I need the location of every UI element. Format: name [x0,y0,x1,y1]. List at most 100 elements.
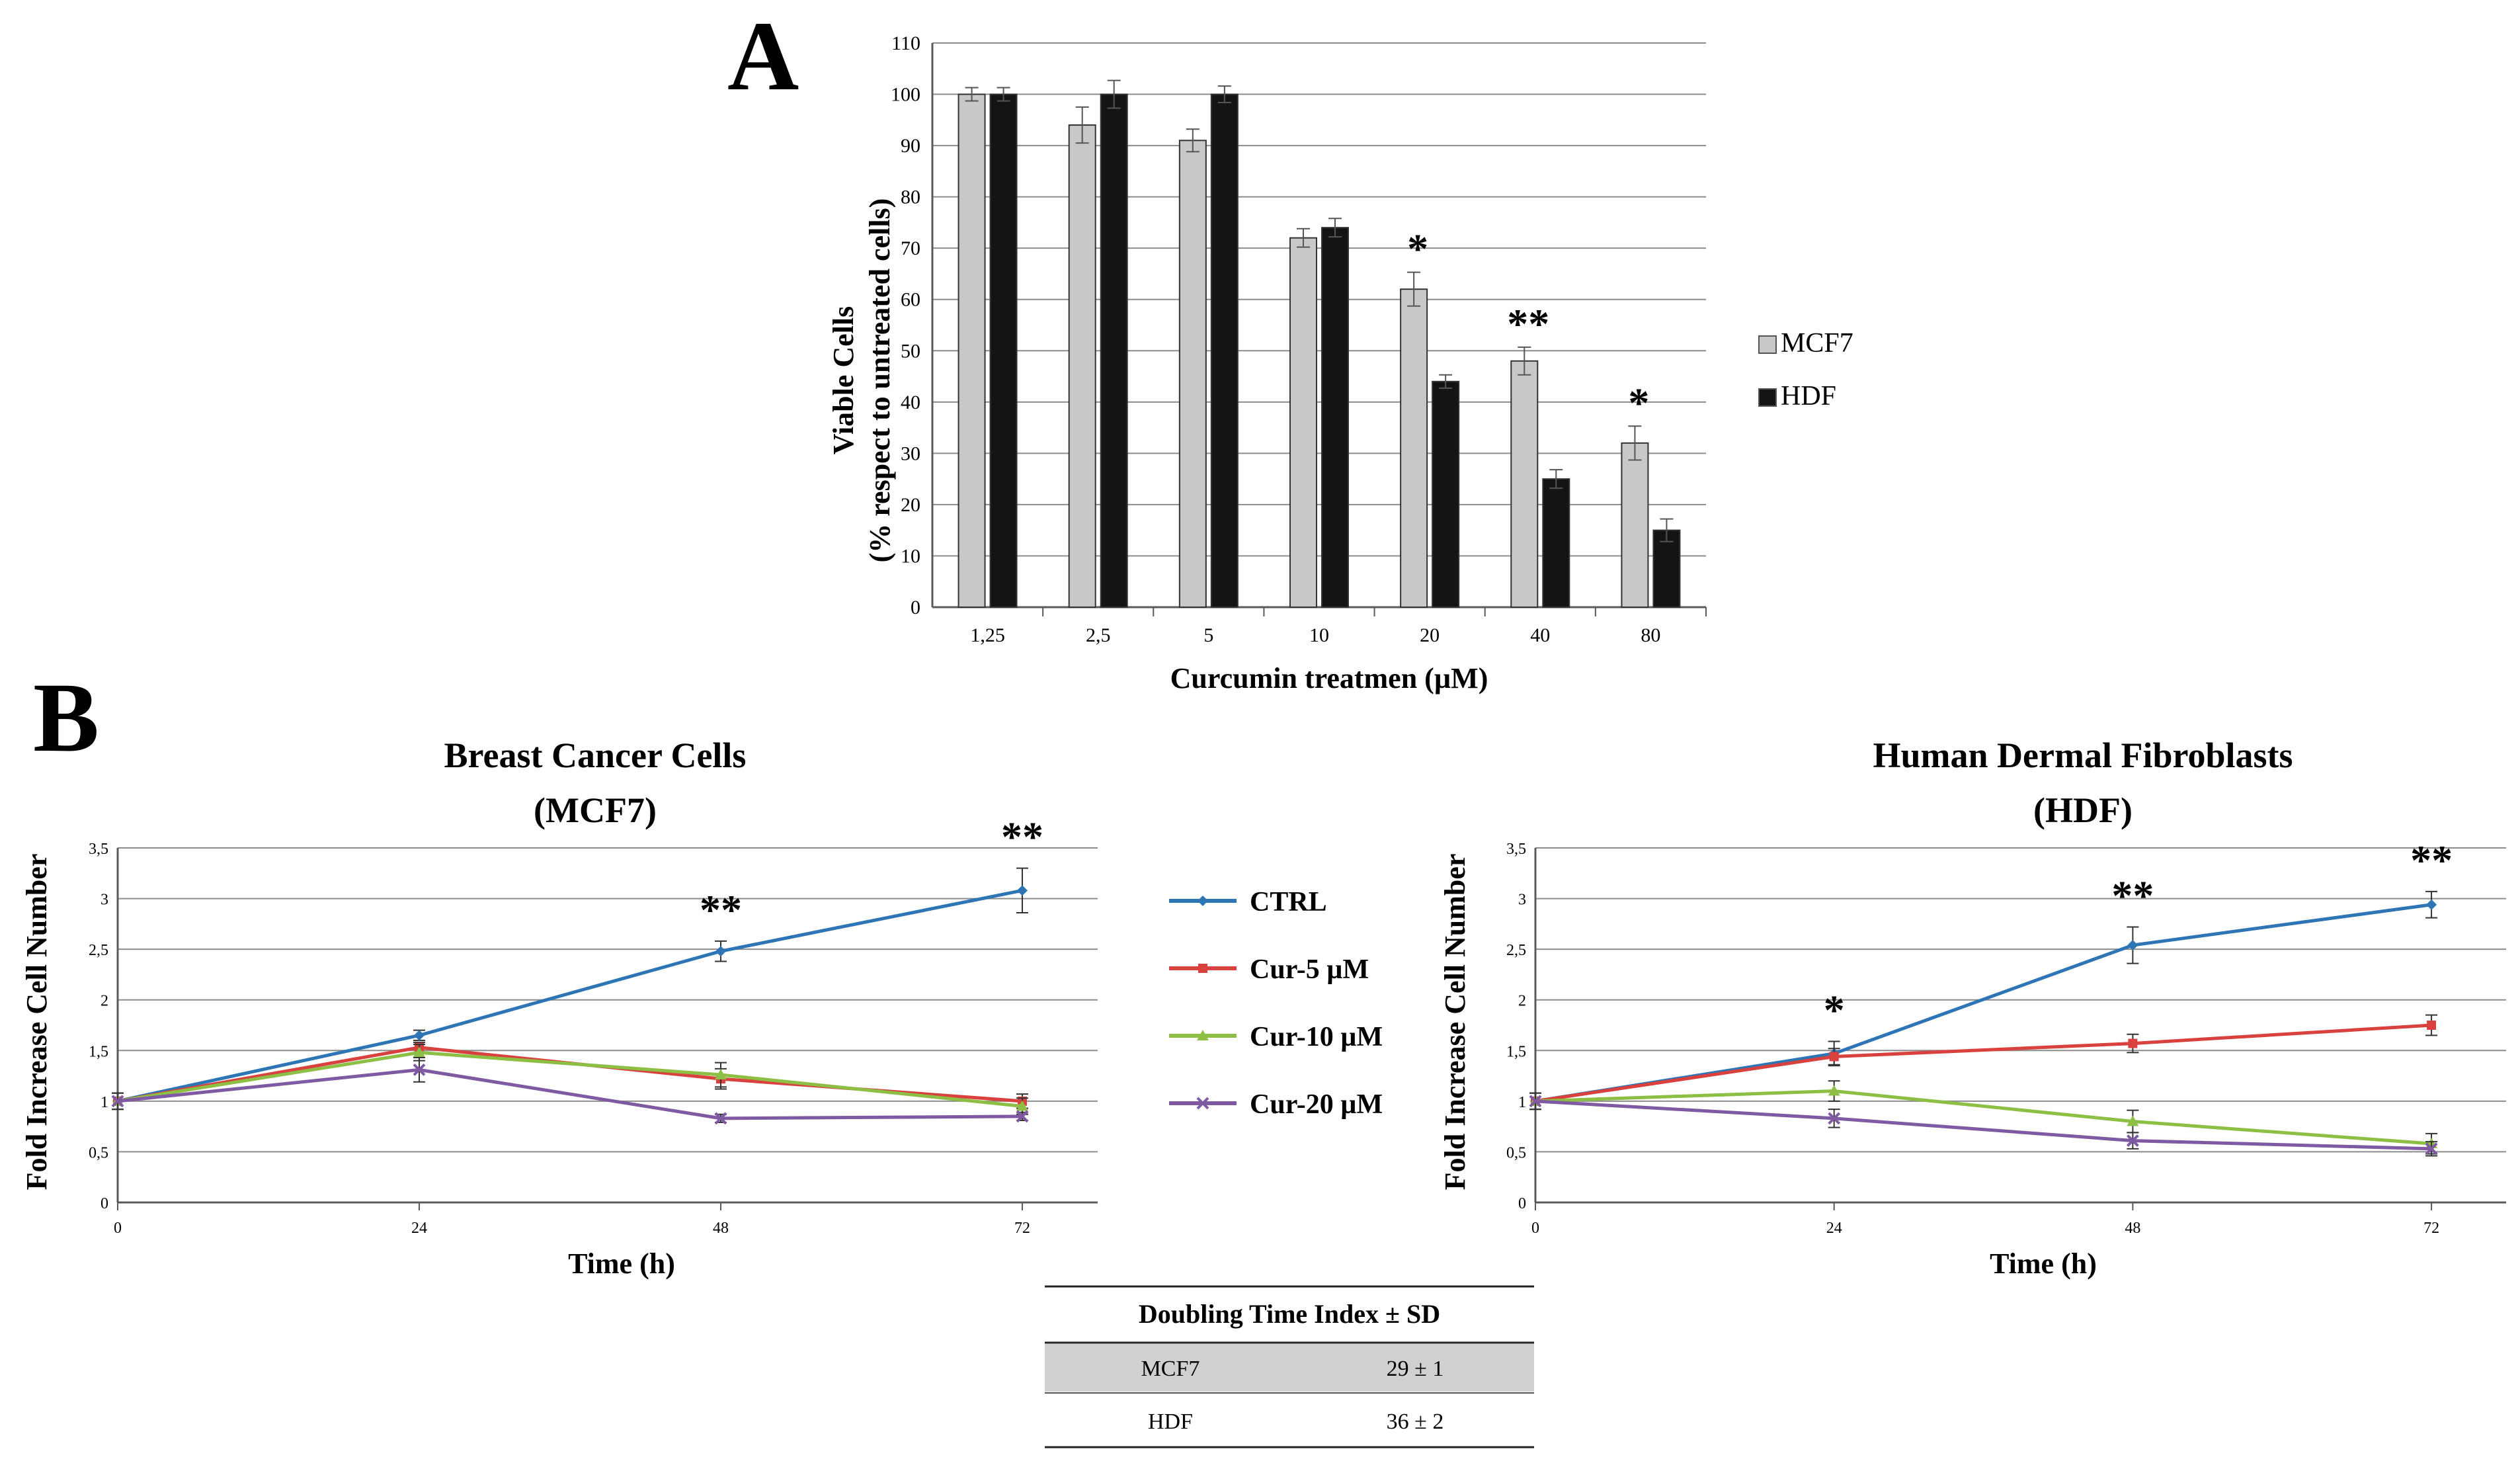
chart-b-mcf7-growth: Breast Cancer Cells (MCF7) 0 0,5 1 1,5 2 2,5 3… [20,735,1098,1280]
chart-b1-xlabel: Time (h) [568,1247,675,1280]
chart-b2-title-line1: Human Dermal Fibroblasts [1873,735,2293,775]
chartB2-significance: ** [2111,872,2154,919]
chartB2-ytick-label: 1,5 [1506,1043,1526,1060]
chartB1-ytick-label: 0,5 [89,1144,108,1161]
chartB1-series-cur-20-m [117,1068,1023,1120]
chart-a-significance: * [1628,379,1649,426]
bar-mcf7-20 [1400,288,1428,608]
chartB1-point-ctrl [414,1030,425,1041]
chartB1-point-ctrl [715,946,726,957]
chart-a-ytick-label: 20 [901,494,920,516]
legend-b-marker-ctrl [1198,896,1208,906]
chartB2-ytick-label: 3,5 [1506,841,1526,858]
chartB2-ytick-label: 2,5 [1506,942,1526,959]
chart-a-xtick-label: 2,5 [1086,624,1111,646]
chartB2-ytick-label: 0,5 [1506,1144,1526,1161]
chart-b2-xlabel: Time (h) [1990,1247,2097,1280]
chart-a-ytick-label: 40 [901,392,920,413]
chartB2-point-cur-10-m [1828,1085,1840,1096]
chartB2-series-cur-10-m [1535,1089,2432,1146]
chartB2-xtick-label: 24 [1826,1220,1842,1237]
chartB2-series-cur-5-m [1535,1023,2432,1103]
legend-a-swatch-hdf [1758,388,1777,407]
chart-a-significance: ** [1507,300,1549,347]
bar-mcf7-40 [1510,360,1539,608]
chartB2-point-ctrl [2127,940,2138,951]
chartB1-series-cur-10-m [117,1050,1023,1109]
chart-b2-title-line2: (HDF) [2033,790,2133,830]
chartB1-point-cur-10-m [413,1046,425,1058]
chartB1-significance: ** [700,886,742,933]
table-row-shade [1045,1344,1534,1392]
chartB1-point-cur-10-m [1016,1100,1028,1111]
table-row-mcf7-value: 29 ± 1 [1387,1357,1444,1381]
chart-a-xtick-label: 5 [1203,624,1213,646]
legend-b: CTRL Cur-5 µM Cur-10 µM Cur-20 µM [1169,887,1383,1120]
chart-a-ytick-label: 0 [911,597,920,618]
chart-a-xlabel: Curcumin treatmen (µM) [1170,662,1488,694]
legend-b-marker-cur-20-m [1196,1097,1209,1110]
chartB2-point-cur-20-m [1529,1095,1542,1108]
chart-b1-title-line2: (MCF7) [534,790,657,830]
chartB2-ytick-label: 2 [1518,993,1526,1010]
chart-a-ytick-label: 90 [901,135,920,157]
chartB2-significance: * [1824,987,1845,1034]
legend-b-label-cur-10-m: Cur-10 µM [1250,1022,1383,1052]
bar-hdf-2-5 [1100,93,1128,608]
legend-b-label-ctrl: CTRL [1250,887,1327,917]
chart-a-ytick-label: 10 [901,545,920,567]
panel-letter-a: A [727,1,799,111]
chartB2-xtick-label: 0 [1531,1220,1539,1237]
chartB1-xtick-label: 48 [713,1220,729,1237]
chart-a-significance: * [1407,226,1428,273]
legend-a-label-mcf7: MCF7 [1781,328,1853,358]
chartB2-point-ctrl [2426,899,2437,910]
chartB1-point-cur-20-m [413,1063,426,1076]
chartB2-point-cur-20-m [1828,1112,1841,1125]
chart-a-ytick-label: 110 [891,32,920,54]
bar-mcf7-5 [1178,140,1207,608]
chartB1-significance: ** [1001,814,1043,860]
chartB1-ytick-label: 1 [101,1094,108,1111]
chart-a-xtick-label: 40 [1530,624,1550,646]
legend-a-swatch-mcf7 [1758,335,1777,354]
chartB2-point-cur-20-m [2126,1134,2139,1147]
panel-letter-b: B [33,663,99,773]
chartB2-ytick-label: 0 [1518,1195,1526,1212]
chartB1-point-cur-20-m [1016,1110,1029,1123]
bar-mcf7-1-25 [957,93,986,608]
chartB1-ytick-label: 2 [101,993,108,1010]
chart-a-ylabel-line2: (% respect to untreated cells) [864,198,896,563]
table-row-mcf7-label: MCF7 [1141,1357,1200,1381]
chartB1-ytick-label: 3 [101,892,108,909]
bar-mcf7-80 [1621,442,1649,609]
bar-hdf-20 [1432,380,1460,608]
bar-hdf-10 [1321,227,1349,608]
chartB2-point-cur-10-m [2127,1115,2139,1126]
chart-a-ylabel-line1: Viable Cells [827,306,860,454]
chart-a-ytick-label: 100 [891,84,920,106]
chart-a-xtick-label: 80 [1641,624,1660,646]
chart-a-ytick-label: 50 [901,340,920,362]
chart-a-ytick-label: 70 [901,237,920,259]
chart-a-xtick-label: 1,25 [970,624,1005,646]
chart-a-viability-bars: 0 10 20 30 40 50 60 70 80 90 100 110 1,25 2,5 5 10 20 40… [827,32,1853,694]
bar-hdf-40 [1542,478,1570,608]
legend-b-marker-cur-10-m [1197,1030,1209,1040]
chartB1-series-ctrl [117,888,1023,1103]
chart-b1-title-line1: Breast Cancer Cells [444,735,747,775]
bar-hdf-80 [1652,529,1681,609]
legend-b-label-cur-5-m: Cur-5 µM [1250,954,1369,985]
chart-b1-ylabel: Fold Increase Cell Number [20,854,53,1191]
chart-b-hdf-growth: Human Dermal Fibroblasts (HDF) 0 0,5 1 1,5 2… [1439,735,2506,1280]
chartB2-significance: ** [2410,837,2453,884]
legend-a-label-hdf: HDF [1781,381,1836,411]
chartB2-point-cur-20-m [2425,1142,2438,1155]
chartB1-ytick-label: 3,5 [89,841,108,858]
bar-hdf-1-25 [989,93,1018,608]
chartB1-point-cur-20-m [111,1095,124,1108]
chartB1-point-ctrl [1017,885,1028,896]
chart-a-ytick-label: 80 [901,187,920,208]
bar-mcf7-10 [1289,237,1317,608]
